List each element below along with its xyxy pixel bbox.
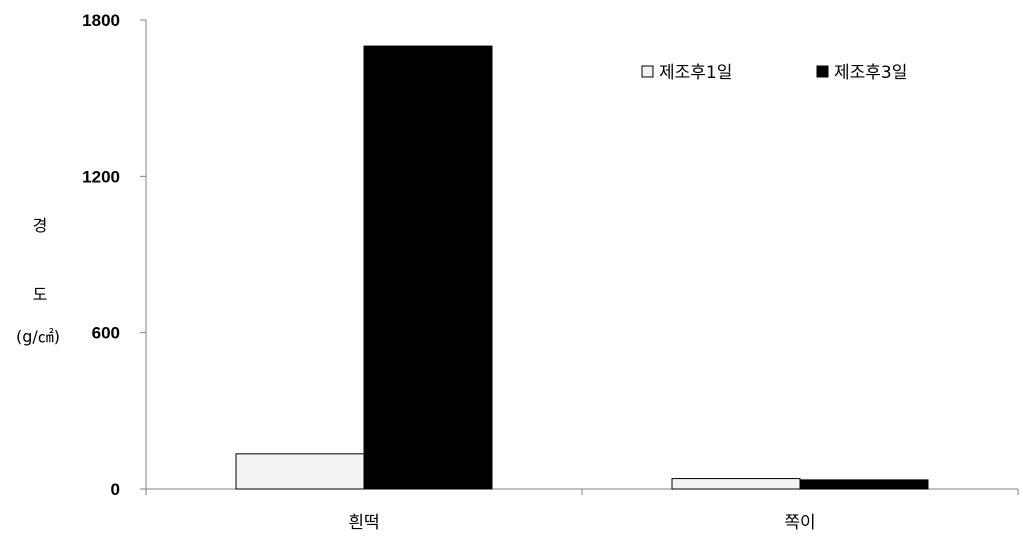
legend-swatch [641,65,654,78]
x-tick-label: 쪽이 [784,513,815,533]
y-tick-label: 0 [111,480,120,499]
y-tick-label: 1800 [82,11,120,30]
y-tick-labels: 0 600 1200 1800 [82,11,120,499]
y-axis-label-line1: 경 [33,216,48,235]
x-tick-label: 흰떡 [348,513,379,533]
y-axis-label-line2: 도 [33,285,48,304]
bar-1-1 [235,453,365,490]
y-axis-label: 경 도 (g/㎠) [16,216,60,346]
y-tick-label: 1200 [82,167,120,186]
y-tick-label: 600 [92,324,120,343]
axes [140,19,1019,495]
bar-1-2 [671,478,801,490]
legend-swatch [816,65,829,78]
legend: 제조후1일 제조후3일 [641,63,907,83]
bars [235,45,929,490]
legend-label: 제조후3일 [834,63,907,83]
bar-2-1 [363,45,493,490]
legend-label: 제조후1일 [659,63,732,83]
bar-2-2 [799,479,929,490]
x-tick-labels: 흰떡 쪽이 [348,513,815,533]
y-axis-label-line3: (g/㎠) [16,327,60,346]
